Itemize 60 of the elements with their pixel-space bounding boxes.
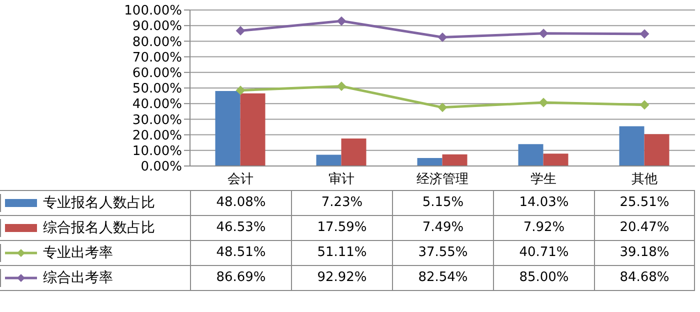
bar bbox=[442, 154, 468, 166]
data-label: 25.51% bbox=[594, 191, 695, 215]
point bbox=[539, 28, 548, 38]
data-label: 20.47% bbox=[594, 216, 695, 240]
y-tick-label: 90.00% bbox=[132, 19, 182, 34]
y-tick-label: 70.00% bbox=[132, 50, 182, 66]
point bbox=[337, 16, 346, 26]
data-label: 84.68% bbox=[594, 266, 695, 290]
bar bbox=[543, 154, 568, 166]
data-label: 82.54% bbox=[392, 266, 493, 290]
x-tick-label: 经济管理 bbox=[416, 172, 468, 188]
bar bbox=[215, 90, 240, 166]
data-label: 14.03% bbox=[493, 191, 594, 215]
data-label: 48.08% bbox=[190, 191, 291, 215]
point bbox=[640, 100, 649, 110]
bar bbox=[341, 138, 366, 166]
bar bbox=[619, 126, 644, 166]
y-tick-label: 30.00% bbox=[132, 112, 182, 128]
bar bbox=[316, 154, 342, 166]
point bbox=[236, 26, 245, 36]
y-tick-label: 50.00% bbox=[132, 82, 182, 97]
y-tick-label: 80.00% bbox=[132, 34, 182, 50]
data-label: 86.69% bbox=[190, 266, 291, 290]
bar bbox=[417, 158, 442, 166]
y-tick-label: 60.00% bbox=[132, 66, 182, 82]
data-label: 37.55% bbox=[392, 241, 493, 265]
data-label: 40.71% bbox=[493, 241, 594, 265]
data-label: 17.59% bbox=[291, 216, 392, 240]
point bbox=[640, 29, 649, 38]
legend-label: 专业报名人数占比 bbox=[43, 194, 155, 212]
x-tick-label: 学生 bbox=[530, 172, 556, 188]
y-tick-label: 10.00% bbox=[132, 144, 182, 160]
data-label: 51.11% bbox=[291, 241, 392, 265]
y-tick-label: 40.00% bbox=[132, 97, 182, 112]
data-label: 7.49% bbox=[392, 216, 493, 240]
data-label: 7.23% bbox=[291, 191, 392, 215]
x-tick-label: 会计 bbox=[228, 172, 254, 188]
legend-label: 综合报名人数占比 bbox=[43, 219, 155, 237]
data-label: 46.53% bbox=[190, 216, 291, 240]
data-label: 7.92% bbox=[493, 216, 594, 240]
y-tick-label: 20.00% bbox=[132, 128, 182, 144]
point bbox=[539, 98, 548, 107]
y-tick-label: 100.00% bbox=[124, 4, 182, 19]
data-label: 48.51% bbox=[190, 241, 291, 265]
y-tick-label: 0.00% bbox=[140, 160, 182, 175]
data-label: 92.92% bbox=[291, 266, 392, 290]
point bbox=[236, 86, 245, 95]
data-label: 39.18% bbox=[594, 241, 695, 265]
point bbox=[337, 82, 346, 91]
data-label: 5.15% bbox=[392, 191, 493, 215]
legend-label: 专业出考率 bbox=[43, 244, 113, 262]
data-label: 85.00% bbox=[493, 266, 594, 290]
x-tick-label: 其他 bbox=[632, 172, 658, 188]
bar bbox=[240, 93, 266, 166]
legend-label: 综合出考率 bbox=[43, 269, 113, 287]
x-tick-label: 审计 bbox=[328, 171, 354, 188]
point bbox=[438, 32, 447, 42]
bar bbox=[518, 144, 544, 166]
point bbox=[438, 102, 447, 112]
bar bbox=[644, 134, 670, 166]
